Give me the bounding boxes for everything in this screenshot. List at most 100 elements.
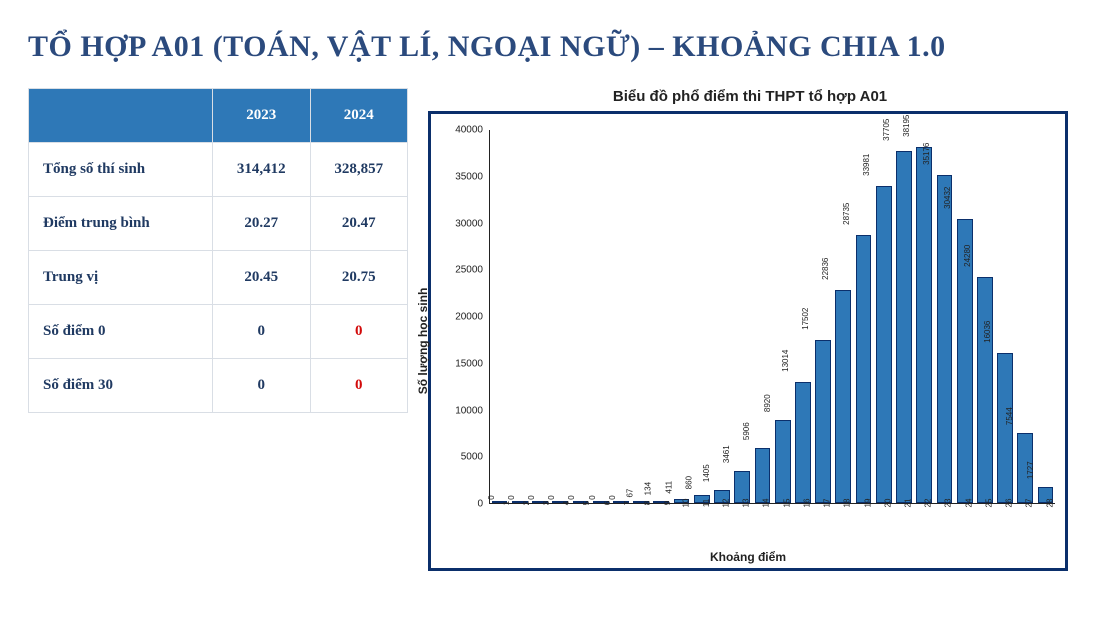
- table-row: Trung vị20.4520.75: [29, 251, 408, 305]
- chart-bar-slot: 3398120: [874, 130, 893, 503]
- table-row: Số điểm 000: [29, 305, 408, 359]
- chart-bar-slot: 1750217: [814, 130, 833, 503]
- stats-table-wrap: 2023 2024 Tổng số thí sinh314,412328,857…: [28, 88, 408, 413]
- chart-bar-slot: 3819522: [915, 130, 934, 503]
- chart-bar-slot: 02: [510, 130, 529, 503]
- chart-xlabel: Khoảng điểm: [431, 550, 1065, 564]
- chart-bar-slot: 3043224: [955, 130, 974, 503]
- chart-xtick: 21: [900, 499, 913, 508]
- chart-bar-slot: 41110: [672, 130, 691, 503]
- chart-xtick: 13: [738, 499, 751, 508]
- chart-xtick: 28: [1041, 499, 1054, 508]
- chart-xtick: 10: [677, 499, 690, 508]
- chart-xtick: 26: [1001, 499, 1014, 508]
- table-cell-2024: 20.75: [310, 251, 408, 305]
- chart-bar-slot: 86011: [692, 130, 711, 503]
- table-cell-2023: 314,412: [213, 143, 310, 197]
- table-cell-2023: 0: [213, 359, 310, 413]
- chart-xtick: 6: [598, 501, 611, 505]
- chart-ytick: 40000: [441, 125, 483, 136]
- chart-bar-value-label: 67: [626, 489, 637, 498]
- chart-xtick: 5: [578, 501, 591, 505]
- chart-bar-value-label: 3461: [722, 445, 733, 463]
- table-row-label: Tổng số thí sinh: [29, 143, 213, 197]
- chart-bar-slot: 05: [571, 130, 590, 503]
- chart-bar-value-label: 134: [644, 482, 655, 495]
- chart-frame: Số lượng học sinh 0102030405060767813494…: [428, 111, 1068, 571]
- chart-ytick: 0: [441, 499, 483, 510]
- chart-bar-slot: 590614: [753, 130, 772, 503]
- chart-bar-value-label: 0: [547, 495, 558, 499]
- chart-xtick: 11: [698, 499, 711, 507]
- chart-bar: 33981: [876, 186, 892, 503]
- chart-xtick: 7: [619, 501, 632, 505]
- table-body: Tổng số thí sinh314,412328,857Điểm trung…: [29, 143, 408, 413]
- chart-bar-slot: 2428025: [975, 130, 994, 503]
- table-row: Tổng số thí sinh314,412328,857: [29, 143, 408, 197]
- chart-title: Biểu đồ phổ điểm thi THPT tổ hợp A01: [428, 88, 1072, 105]
- chart-bar-value-label: 24280: [963, 244, 974, 266]
- chart-bar: 5906: [755, 448, 771, 503]
- chart-ytick: 5000: [441, 452, 483, 463]
- chart-bar: 24280: [977, 277, 993, 503]
- chart-bar-slot: 754427: [1016, 130, 1035, 503]
- chart-bar-value-label: 0: [587, 495, 598, 499]
- chart-xtick: 19: [859, 499, 872, 508]
- chart-bar-value-label: 37705: [882, 119, 893, 141]
- chart-bar-value-label: 35176: [922, 143, 933, 165]
- chart-bar: 16036: [997, 353, 1013, 503]
- chart-ytick: 10000: [441, 405, 483, 416]
- chart-xtick: 12: [718, 499, 731, 508]
- chart-bar: 22836: [835, 290, 851, 503]
- chart-bar-value-label: 0: [486, 495, 497, 499]
- table-cell-2024: 20.47: [310, 197, 408, 251]
- chart-xtick: 4: [558, 501, 571, 505]
- chart-xtick: 18: [839, 499, 852, 508]
- chart-xtick: 17: [819, 499, 832, 508]
- chart-xtick: 25: [980, 499, 993, 508]
- table-row-label: Số điểm 0: [29, 305, 213, 359]
- table-cell-2024: 0: [310, 359, 408, 413]
- chart-bar-slot: 172728: [1036, 130, 1055, 503]
- chart-xtick: 16: [798, 499, 811, 508]
- chart-bar-slot: 892015: [773, 130, 792, 503]
- table-cell-2024: 0: [310, 305, 408, 359]
- chart-xtick: 2: [518, 501, 531, 505]
- chart-bar-slot: 04: [551, 130, 570, 503]
- chart-ytick: 20000: [441, 312, 483, 323]
- chart-xtick: 27: [1021, 499, 1034, 508]
- table-header-2023: 2023: [213, 89, 310, 143]
- table-cell-2023: 0: [213, 305, 310, 359]
- chart-ytick: 35000: [441, 171, 483, 182]
- chart-xtick: 14: [758, 499, 771, 508]
- table-header-row: 2023 2024: [29, 89, 408, 143]
- table-header-2024: 2024: [310, 89, 408, 143]
- stats-table: 2023 2024 Tổng số thí sinh314,412328,857…: [28, 88, 408, 413]
- chart-bar-value-label: 5906: [743, 422, 754, 440]
- chart-plot-area: 0102030405060767813494111086011140512346…: [489, 130, 1055, 504]
- chart-bar-slot: 1349: [652, 130, 671, 503]
- chart-bar-value-label: 1405: [702, 464, 713, 482]
- chart-bar-value-label: 0: [507, 495, 518, 499]
- chart-xtick: 24: [960, 499, 973, 508]
- chart-ytick: 30000: [441, 218, 483, 229]
- chart-bar-value-label: 13014: [781, 349, 792, 371]
- chart-ytick: 15000: [441, 358, 483, 369]
- chart-bar: 37705: [896, 151, 912, 503]
- chart-bar-value-label: 30432: [943, 187, 954, 209]
- table-header-blank: [29, 89, 213, 143]
- table-cell-2023: 20.27: [213, 197, 310, 251]
- chart-xtick: 23: [940, 499, 953, 508]
- chart-ylabel: Số lượng học sinh: [416, 288, 430, 395]
- chart-bar-value-label: 860: [684, 476, 695, 489]
- table-row-label: Điểm trung bình: [29, 197, 213, 251]
- chart-wrap: Biểu đồ phổ điểm thi THPT tổ hợp A01 Số …: [428, 88, 1072, 571]
- chart-bar-value-label: 7544: [1005, 407, 1016, 425]
- chart-bar: 38195: [916, 147, 932, 503]
- chart-bar-value-label: 0: [608, 495, 619, 499]
- chart-bar-slot: 346113: [733, 130, 752, 503]
- chart-bar: 28735: [856, 235, 872, 503]
- chart-bar-slot: 01: [490, 130, 509, 503]
- content-row: 2023 2024 Tổng số thí sinh314,412328,857…: [28, 88, 1072, 571]
- page-title: TỔ HỢP A01 (TOÁN, VẬT LÍ, NGOẠI NGỮ) – K…: [28, 30, 1072, 64]
